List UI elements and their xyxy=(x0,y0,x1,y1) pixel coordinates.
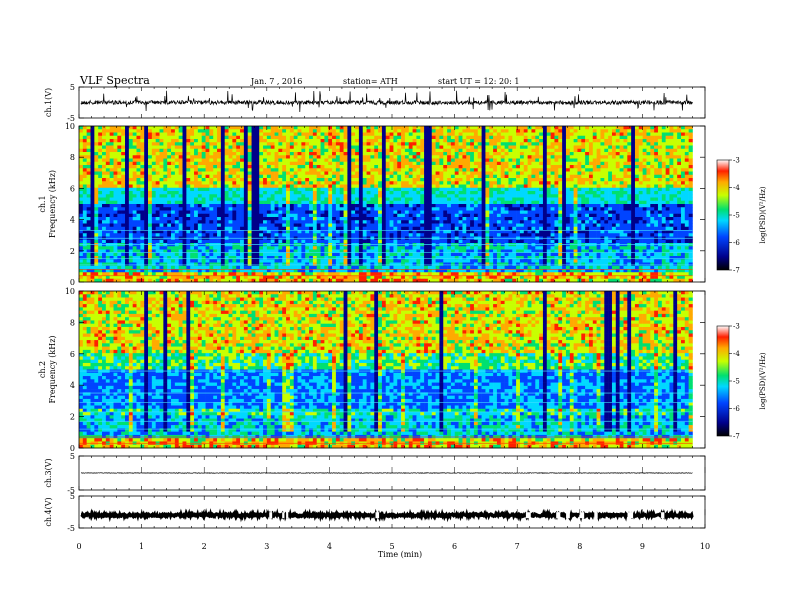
ch2-spectrogram-panel: 0 2 4 6 8 10 ch.2 Frequency (kHz) -3 -4 -5 -6 -7 log(… xyxy=(38,287,767,453)
ch1-spectrogram-ytick-6: 6 xyxy=(70,184,75,193)
waveform-0-ytick-5: 5 xyxy=(70,83,75,92)
ch1-waveform-panel: 5 -5 ch.1(V) xyxy=(44,83,706,123)
ch1-colorbar-label: log(PSD)(V²/Hz) xyxy=(759,186,767,243)
ch2-spectrogram-ytick-4: 4 xyxy=(70,381,75,390)
waveform-0-ylabel: ch.1(V) xyxy=(44,88,53,117)
waveform-4-ytick-5: 5 xyxy=(70,492,75,501)
ch2-colorbar xyxy=(716,325,730,437)
ch1-spectrogram-ytick-8: 8 xyxy=(70,153,75,162)
waveform-4-trace xyxy=(80,508,694,523)
ch2-spectrogram-ytick-10: 10 xyxy=(65,287,75,296)
ch2-colorbar-tick--3: -3 xyxy=(733,323,740,331)
x-axis-label: Time (min) xyxy=(378,550,422,559)
ch2-spectrogram-ytick-2: 2 xyxy=(70,413,75,422)
figure-title: VLF Spectra xyxy=(79,74,150,87)
ch2-spectrogram-image xyxy=(79,291,693,449)
x-tick-0: 0 xyxy=(76,542,81,551)
waveform-3-ytick-5: 5 xyxy=(70,452,75,461)
waveform-3-ytick--5: -5 xyxy=(67,486,75,495)
ch1-spectrogram-ytick-4: 4 xyxy=(70,216,75,225)
ch1-colorbar-tick--7: -7 xyxy=(733,267,740,275)
start-time-label: start UT = 12: 20: 1 xyxy=(438,77,519,86)
ch1-spectrogram-image xyxy=(79,126,693,283)
ch1-colorbar-tick--6: -6 xyxy=(733,239,740,247)
time-axis: 0 1 2 3 4 5 6 7 8 9 10 xyxy=(76,542,710,551)
x-tick-9: 9 xyxy=(640,542,645,551)
ch3-waveform-panel: 5 -5 ch.3(V) xyxy=(44,452,706,495)
ch4-waveform-panel: 5 -5 ch.4(V) xyxy=(44,492,706,533)
x-tick-3: 3 xyxy=(264,542,269,551)
waveform-0-trace xyxy=(80,90,693,113)
x-tick-10: 10 xyxy=(700,542,710,551)
ch2-colorbar-tick--6: -6 xyxy=(733,405,740,413)
ch2-ylabel: Frequency (kHz) xyxy=(48,335,57,403)
x-tick-8: 8 xyxy=(577,542,582,551)
waveform-0-ytick--5: -5 xyxy=(67,114,75,123)
ch2-colorbar-label: log(PSD)(V²/Hz) xyxy=(759,352,767,409)
x-tick-6: 6 xyxy=(452,542,457,551)
ch2-colorbar-tick--7: -7 xyxy=(733,433,740,441)
ch1-colorbar-tick--5: -5 xyxy=(733,212,740,220)
x-tick-5: 5 xyxy=(389,542,394,551)
waveform-4-ytick--5: -5 xyxy=(67,524,75,533)
ch1-ylabel: Frequency (kHz) xyxy=(48,170,57,238)
x-tick-2: 2 xyxy=(202,542,207,551)
ch1-colorbar-tick--4: -4 xyxy=(733,184,740,192)
ch1-spectrogram-ytick-2: 2 xyxy=(70,247,75,256)
ch2-colorbar-tick--4: -4 xyxy=(733,350,740,358)
ch1-colorbar-tick--3: -3 xyxy=(733,157,740,165)
ch1-channel-label: ch.1 xyxy=(38,195,47,212)
ch1-spectrogram-ytick-0: 0 xyxy=(70,278,75,287)
ch2-spectrogram-ytick-6: 6 xyxy=(70,350,75,359)
ch2-colorbar-tick--5: -5 xyxy=(733,378,740,386)
date-label: Jan. 7 , 2016 xyxy=(250,77,302,86)
waveform-3-trace xyxy=(81,472,693,474)
waveform-4-ylabel: ch.4(V) xyxy=(44,497,53,526)
x-tick-7: 7 xyxy=(515,542,520,551)
waveform-3-ylabel: ch.3(V) xyxy=(44,458,53,487)
station-label: station= ATH xyxy=(343,77,398,86)
ch2-spectrogram-ytick-8: 8 xyxy=(70,318,75,327)
x-tick-1: 1 xyxy=(139,542,144,551)
x-tick-4: 4 xyxy=(327,542,332,551)
ch2-spectrogram-ytick-0: 0 xyxy=(70,444,75,453)
ch1-spectrogram-panel: 0 2 4 6 8 10 ch.1 Frequency (kHz) -3 -4 -5 -6 -7 log(… xyxy=(38,122,767,287)
ch1-colorbar xyxy=(716,159,730,271)
ch1-spectrogram-ytick-10: 10 xyxy=(65,122,75,131)
ch2-channel-label: ch.2 xyxy=(38,361,47,378)
